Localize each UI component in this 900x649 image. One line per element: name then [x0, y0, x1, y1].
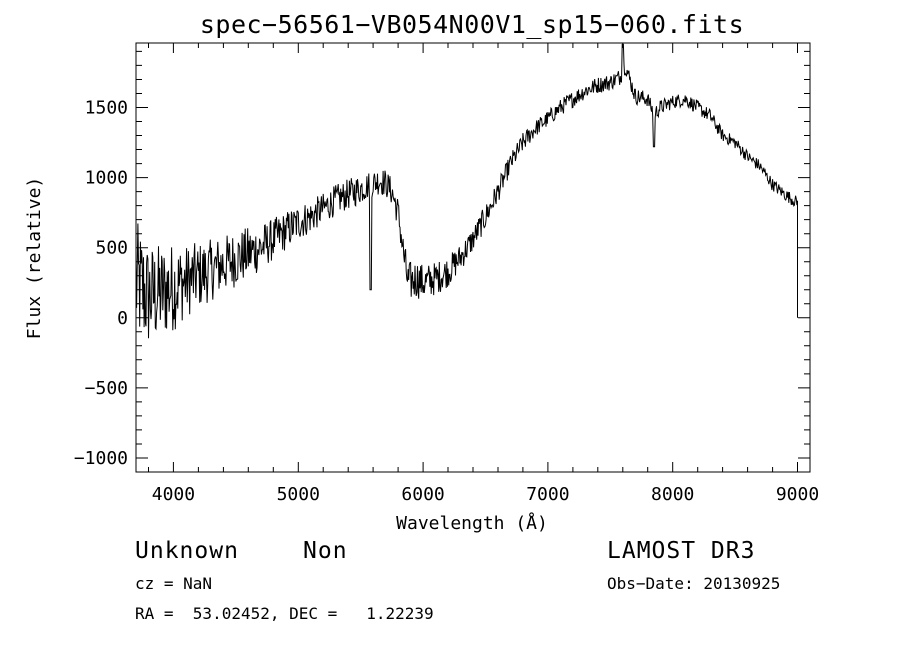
coordinates: RA = 53.02452, DEC = 1.22239 — [135, 604, 434, 623]
y-tick-label: 1500 — [85, 97, 128, 118]
redshift-value: cz = NaN — [135, 574, 213, 593]
x-tick-label: 9000 — [776, 484, 819, 505]
chart-title: spec−56561−VB054N00V1_sp15−060.fits — [200, 10, 744, 39]
y-tick-label: 0 — [117, 308, 128, 329]
x-tick-label: 7000 — [526, 484, 569, 505]
axis-ticks — [136, 43, 810, 472]
obs-date: Obs−Date: 20130925 — [607, 574, 781, 593]
x-tick-labels: 4000 5000 6000 7000 8000 9000 — [152, 484, 819, 505]
x-tick-label: 5000 — [277, 484, 320, 505]
spectrum-line — [135, 43, 798, 339]
y-tick-label: 500 — [95, 238, 128, 259]
x-axis-label: Wavelength (Å) — [396, 512, 548, 534]
x-tick-label: 4000 — [152, 484, 195, 505]
x-tick-label: 6000 — [401, 484, 444, 505]
y-tick-label: −1000 — [74, 448, 128, 469]
tick-marks — [136, 43, 810, 472]
x-tick-label: 8000 — [651, 484, 694, 505]
y-tick-label: 1000 — [85, 168, 128, 189]
y-tick-labels: −1000 −500 0 500 1000 1500 — [74, 97, 128, 468]
y-axis-label: Flux (relative) — [24, 177, 45, 340]
object-subclass: Non — [303, 538, 348, 564]
object-class: Unknown — [135, 538, 239, 564]
survey-label: LAMOST DR3 — [607, 538, 756, 564]
y-tick-label: −500 — [85, 378, 128, 399]
plot-frame — [135, 42, 811, 473]
